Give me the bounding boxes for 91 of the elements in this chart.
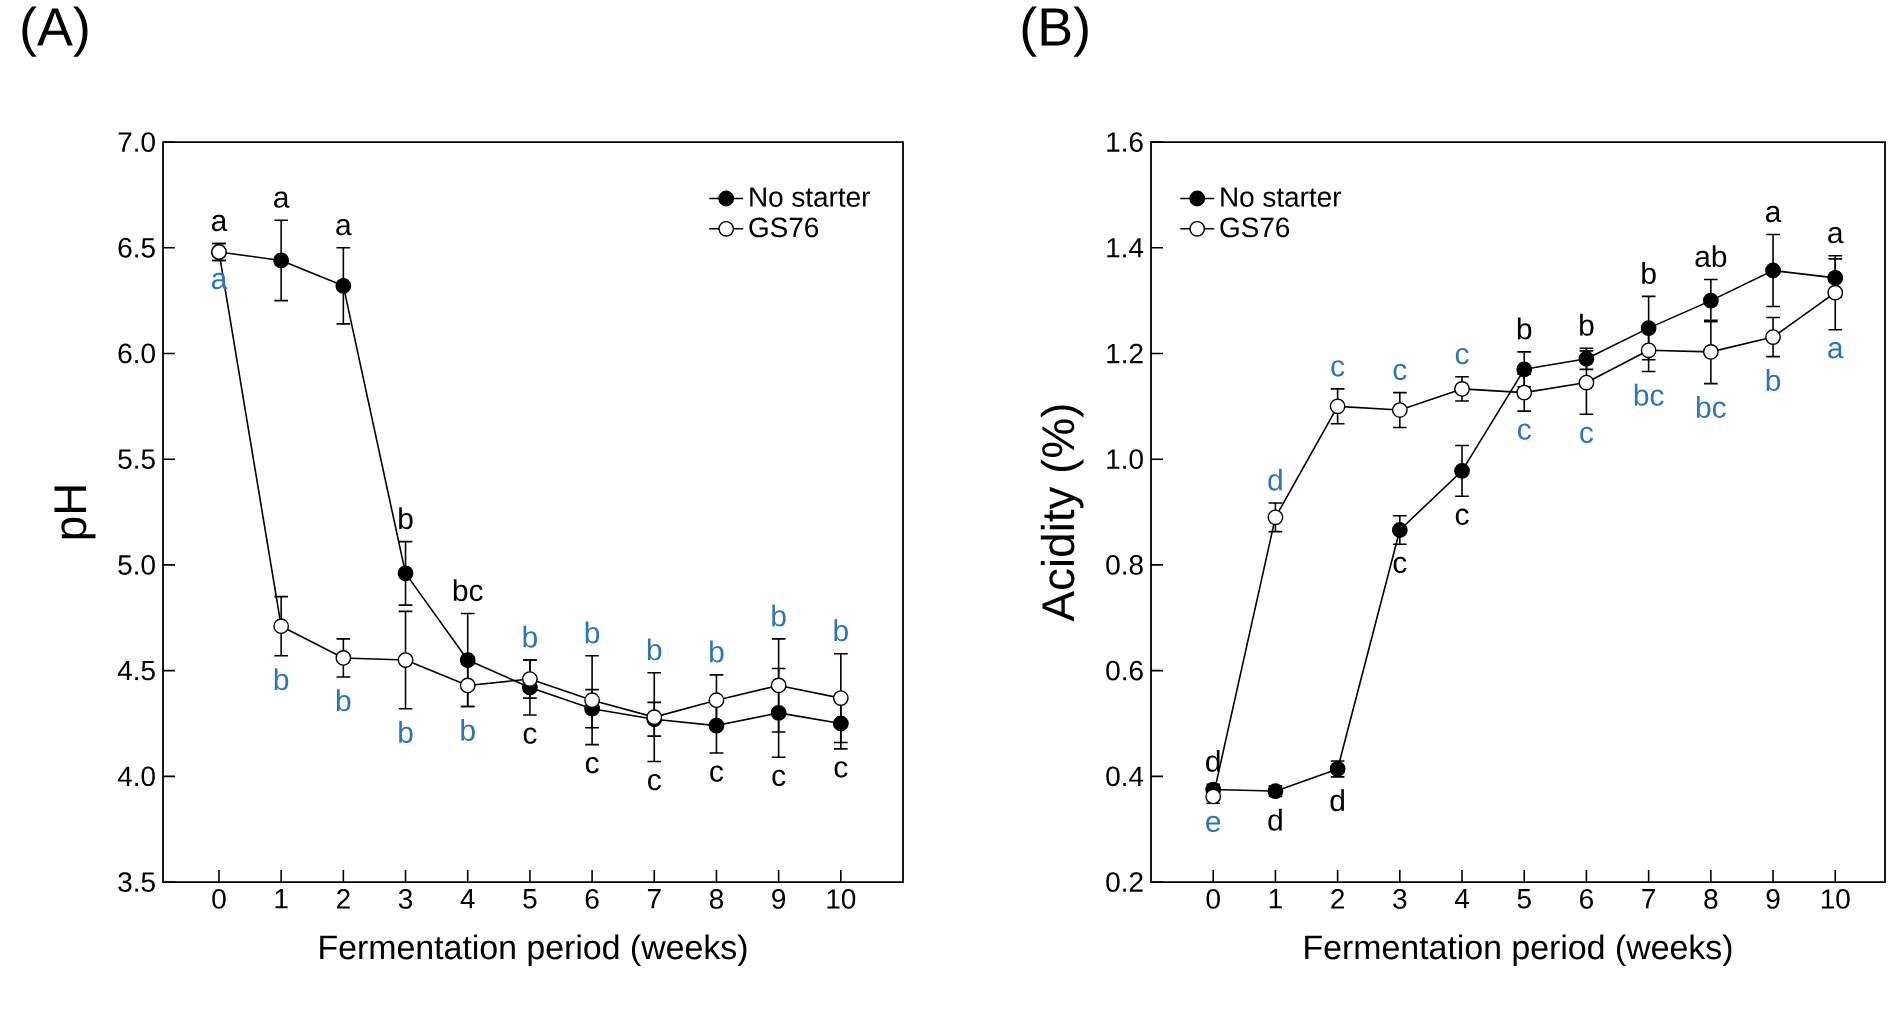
data-label: b — [710, 640, 724, 663]
y-tick-label: 3.5 — [118, 872, 155, 892]
x-tick-label: 9 — [1766, 889, 1780, 909]
data-label: c — [1331, 360, 1345, 377]
data-label: bc — [1697, 395, 1726, 418]
data-label: c — [772, 769, 786, 787]
data-label: d — [1206, 749, 1220, 772]
y-tick-label: 1.6 — [1107, 132, 1143, 152]
data-label: c — [1518, 423, 1531, 440]
y-tick-label: 1.0 — [1107, 449, 1143, 470]
x-tick-label: 6 — [1580, 889, 1593, 909]
data-label: a — [1828, 342, 1844, 359]
data-label: c — [1393, 363, 1407, 381]
data-label: b — [461, 718, 475, 741]
y-tick-label: 0.2 — [1106, 872, 1143, 892]
x-tick-label: 5 — [523, 889, 537, 909]
data-label: b — [399, 507, 413, 530]
data-label: d — [1268, 468, 1282, 491]
x-tick-label: 1 — [275, 889, 288, 909]
data-label: a — [336, 219, 352, 236]
data-label: b — [523, 625, 537, 648]
x-tick-label: 5 — [1517, 889, 1531, 909]
data-label: c — [1455, 508, 1469, 525]
data-label: b — [274, 668, 289, 691]
x-tick-label: 9 — [772, 889, 786, 909]
y-tick-label: 0.4 — [1106, 766, 1144, 787]
data-label: a — [274, 191, 290, 208]
data-label: c — [1580, 426, 1594, 444]
x-tick-label: 3 — [1393, 889, 1407, 909]
data-label: b — [647, 638, 662, 661]
data-label: b — [1642, 262, 1656, 284]
x-tick-label: 2 — [1331, 889, 1344, 909]
data-label: b — [1580, 313, 1594, 336]
x-axis-title: Fermentation period (weeks) — [320, 934, 747, 967]
data-label: b — [399, 721, 413, 743]
data-label: b — [1517, 317, 1532, 340]
data-label: bc — [453, 579, 483, 602]
data-label: a — [211, 214, 228, 232]
data-label: d — [1330, 789, 1344, 812]
x-tick-label: 7 — [647, 889, 661, 909]
x-tick-label: 6 — [585, 889, 599, 909]
legend-label: No starter — [1221, 187, 1341, 207]
data-label: c — [1455, 347, 1469, 365]
data-label: c — [834, 761, 848, 778]
x-tick-label: 1 — [1269, 889, 1282, 909]
data-label: a — [1766, 205, 1782, 223]
y-axis-title: Acidity (%) — [1040, 405, 1084, 622]
data-label: c — [1393, 556, 1407, 574]
data-label: d — [1268, 808, 1282, 831]
y-tick-label: 5.0 — [118, 555, 155, 575]
x-tick-label: 8 — [1704, 889, 1718, 909]
x-tick-label: 3 — [398, 889, 413, 909]
y-tick-label: 1.2 — [1107, 343, 1143, 364]
data-label: b — [585, 621, 600, 644]
y-tick-label: 4.0 — [117, 766, 155, 787]
data-label: c — [523, 727, 537, 744]
y-tick-label: 1.4 — [1107, 238, 1144, 258]
data-label: b — [772, 604, 786, 627]
y-tick-label: 0.6 — [1106, 660, 1143, 681]
data-label: c — [648, 773, 661, 791]
y-tick-label: 7.0 — [118, 132, 155, 152]
x-tick-label: 0 — [1206, 889, 1220, 909]
x-tick-label: 8 — [709, 889, 724, 909]
x-tick-label: 2 — [336, 889, 350, 909]
y-tick-label: 5.5 — [118, 449, 155, 469]
data-label: b — [834, 619, 848, 642]
x-tick-label: 4 — [460, 889, 475, 909]
chart-title: (A) — [22, 6, 88, 57]
chart-title: (B) — [1022, 6, 1088, 57]
data-label: ab — [1695, 245, 1727, 268]
data-label: a — [1828, 226, 1844, 244]
data-label: b — [336, 689, 351, 712]
data-label: bc — [1634, 383, 1664, 406]
x-tick-label: 10 — [827, 889, 856, 909]
x-tick-label: 7 — [1642, 889, 1656, 909]
x-tick-label: 10 — [1821, 889, 1850, 909]
x-tick-label: 4 — [1454, 889, 1469, 909]
data-label: b — [1766, 369, 1781, 391]
data-label: c — [585, 757, 599, 774]
x-tick-label: 0 — [212, 889, 226, 909]
y-tick-label: 4.5 — [117, 660, 155, 681]
legend-label: GS76 — [749, 217, 819, 238]
y-axis-title: pH — [54, 486, 96, 539]
y-tick-label: 6.0 — [118, 343, 155, 364]
legend-label: No starter — [750, 187, 870, 207]
y-tick-label: 0.8 — [1106, 554, 1143, 575]
legend-label: GS76 — [1220, 217, 1290, 238]
data-label: c — [710, 765, 724, 782]
data-label: e — [1206, 815, 1221, 833]
y-tick-label: 6.5 — [118, 237, 155, 258]
x-axis-title: Fermentation period (weeks) — [1305, 934, 1732, 967]
